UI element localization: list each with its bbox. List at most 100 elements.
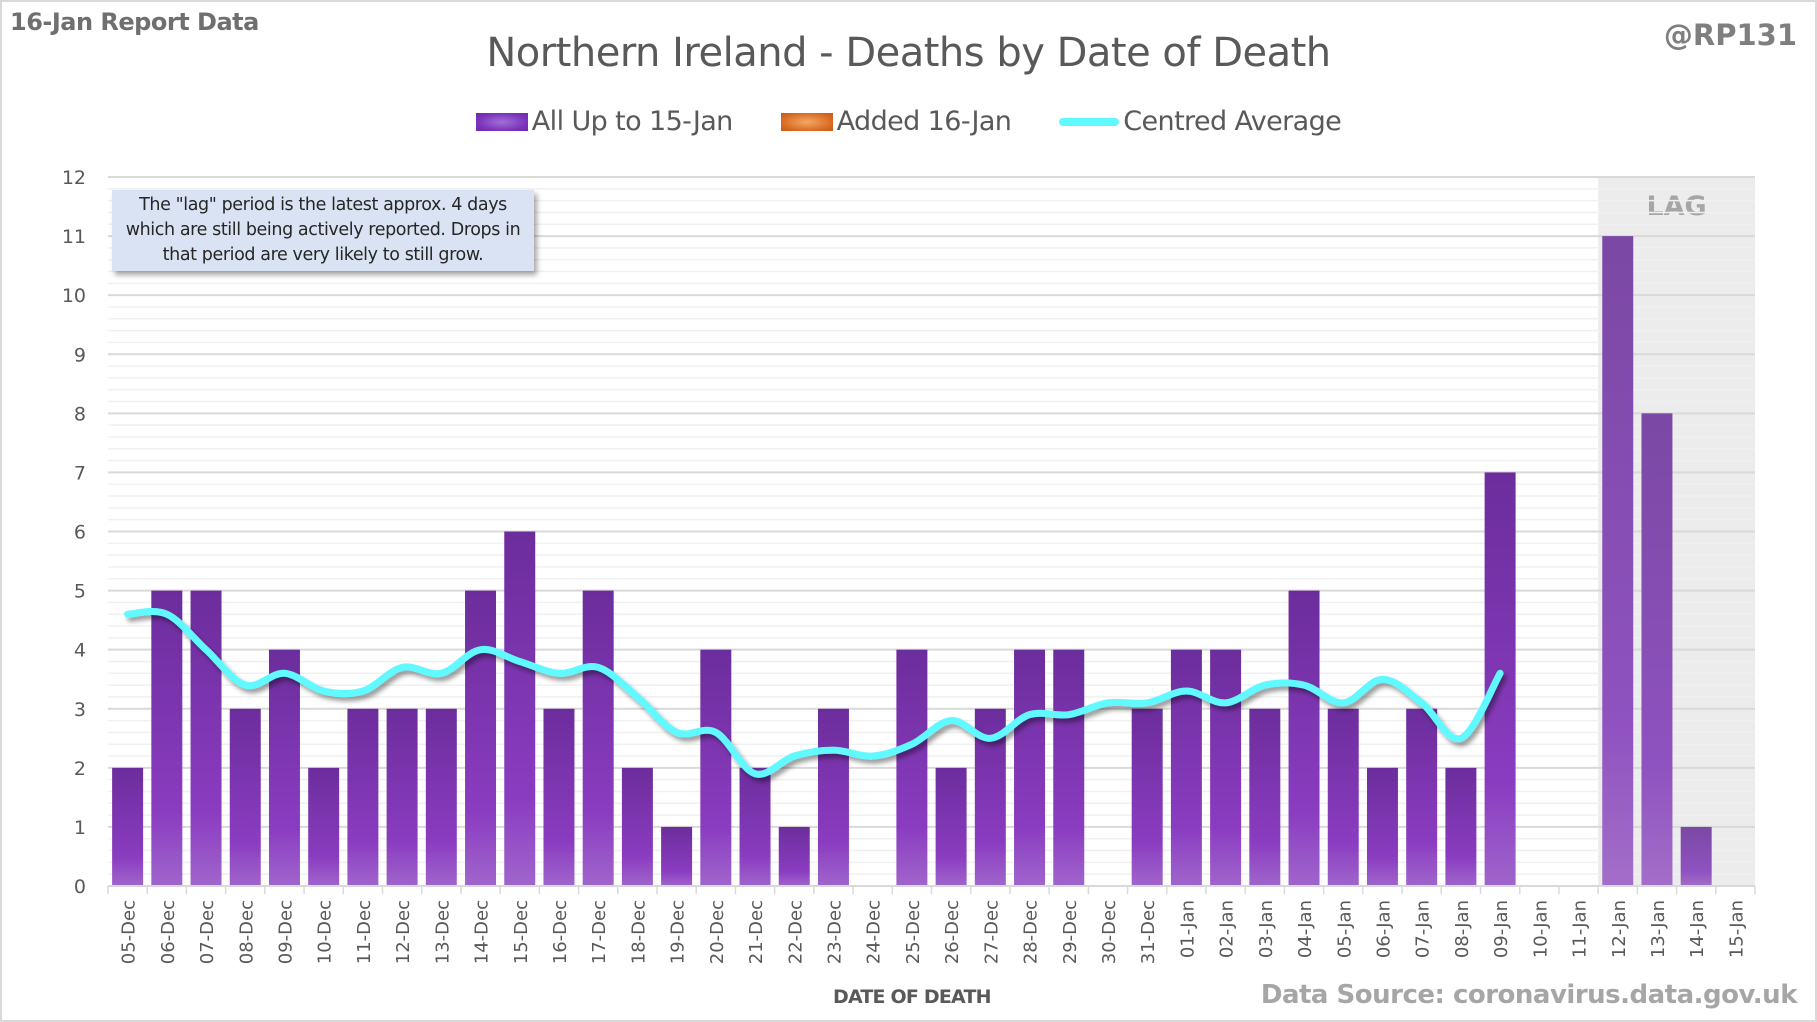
x-tick-label: 04-Jan <box>1295 900 1316 958</box>
x-tick-label: 13-Dec <box>432 900 453 964</box>
x-tick-label: 31-Dec <box>1138 900 1159 964</box>
legend-swatch-purple <box>475 112 528 131</box>
x-tick-label: 14-Dec <box>472 900 493 964</box>
bar-all-up-to <box>268 649 300 886</box>
y-tick-label: 2 <box>74 758 86 780</box>
bar-all-up-to <box>1366 767 1398 886</box>
x-tick-label: 21-Dec <box>746 900 767 964</box>
bar-all-up-to <box>1249 708 1281 886</box>
bar-all-up-to <box>817 708 849 886</box>
legend-label: Centred Average <box>1123 106 1342 137</box>
bar-all-up-to <box>1053 649 1085 886</box>
x-tick-label: 20-Dec <box>707 900 728 964</box>
legend-item-added: Added 16-Jan <box>780 106 1012 137</box>
bar-all-up-to <box>700 649 732 886</box>
bar-all-up-to <box>425 708 457 886</box>
x-tick-label: 12-Dec <box>393 900 414 964</box>
x-tick-label: 07-Dec <box>197 900 218 964</box>
x-tick-label: 26-Dec <box>942 900 963 964</box>
x-tick-label: 06-Jan <box>1373 900 1394 958</box>
bar-all-up-to <box>465 590 497 886</box>
x-axis-title: DATE OF DEATH <box>833 986 992 1008</box>
bar-all-up-to <box>1131 708 1163 886</box>
x-tick-label: 13-Jan <box>1648 900 1669 958</box>
legend-label: Added 16-Jan <box>836 106 1012 137</box>
x-tick-label: 10-Jan <box>1530 900 1551 958</box>
x-tick-label: 15-Dec <box>511 900 532 964</box>
bar-all-up-to <box>739 767 771 886</box>
x-tick-label: 07-Jan <box>1413 900 1434 958</box>
x-tick-label: 18-Dec <box>628 900 649 964</box>
x-tick-label: 11-Jan <box>1570 900 1591 958</box>
legend: All Up to 15-Jan Added 16-Jan Centred Av… <box>0 106 1817 137</box>
y-tick-label: 8 <box>74 403 86 425</box>
x-tick-label: 15-Jan <box>1726 900 1747 958</box>
x-tick-label: 05-Dec <box>119 900 140 964</box>
bar-all-up-to <box>504 531 536 886</box>
y-tick-label: 0 <box>74 876 86 898</box>
x-tick-label: 17-Dec <box>589 900 610 964</box>
y-tick-label: 12 <box>62 167 86 189</box>
lag-label: LAG <box>1646 191 1706 222</box>
legend-swatch-orange <box>780 112 833 131</box>
bar-all-up-to <box>112 767 144 886</box>
x-tick-label: 01-Jan <box>1177 900 1198 958</box>
bar-all-up-to <box>778 826 810 886</box>
bar-all-up-to <box>308 767 340 886</box>
bar-all-up-to <box>1170 649 1202 886</box>
y-tick-label: 5 <box>74 581 86 603</box>
bar-all-up-to <box>1406 708 1438 886</box>
legend-swatch-line <box>1059 117 1120 126</box>
x-tick-label: 02-Jan <box>1217 900 1238 958</box>
author-handle: @RP131 <box>1663 18 1797 52</box>
y-tick-label: 6 <box>74 522 86 544</box>
bar-all-up-to <box>1014 649 1046 886</box>
x-tick-label: 24-Dec <box>864 900 885 964</box>
x-tick-label: 11-Dec <box>354 900 375 964</box>
bar-all-up-to <box>1445 767 1477 886</box>
y-tick-label: 3 <box>74 699 86 721</box>
bar-all-up-to <box>1327 708 1359 886</box>
x-tick-label: 16-Dec <box>550 900 571 964</box>
bar-all-up-to <box>1288 590 1320 886</box>
bar-all-up-to <box>347 708 379 886</box>
x-tick-label: 28-Dec <box>1021 900 1042 964</box>
bar-all-up-to <box>621 767 653 886</box>
y-tick-label: 9 <box>74 344 86 366</box>
bar-all-up-to <box>229 708 261 886</box>
x-tick-label: 29-Dec <box>1060 900 1081 964</box>
x-tick-label: 23-Dec <box>824 900 845 964</box>
x-tick-label: 09-Jan <box>1491 900 1512 958</box>
bar-all-up-to <box>543 708 575 886</box>
y-tick-label: 10 <box>62 285 86 307</box>
report-date-label: 16-Jan Report Data <box>10 8 259 36</box>
centred-average-line <box>124 608 1504 778</box>
x-tick-label: 08-Dec <box>236 900 257 964</box>
bar-all-up-to <box>1602 236 1634 887</box>
legend-item-all-up-to: All Up to 15-Jan <box>475 106 733 137</box>
y-tick-label: 11 <box>62 226 86 248</box>
bar-all-up-to <box>935 767 967 886</box>
x-tick-label: 14-Jan <box>1687 900 1708 958</box>
y-tick-label: 4 <box>74 640 86 662</box>
bar-all-up-to <box>1641 413 1673 886</box>
legend-item-centred-average: Centred Average <box>1059 106 1342 137</box>
x-tick-label: 03-Jan <box>1256 900 1277 958</box>
lag-note-callout: The "lag" period is the latest approx. 4… <box>112 190 534 271</box>
x-tick-label: 27-Dec <box>981 900 1002 964</box>
x-tick-label: 12-Jan <box>1609 900 1630 958</box>
bar-all-up-to <box>386 708 418 886</box>
x-tick-label: 30-Dec <box>1099 900 1120 964</box>
x-tick-label: 10-Dec <box>315 900 336 964</box>
y-tick-label: 1 <box>74 817 86 839</box>
bar-all-up-to <box>896 649 928 886</box>
x-tick-label: 19-Dec <box>668 900 689 964</box>
bar-all-up-to <box>151 590 183 886</box>
x-tick-label: 22-Dec <box>785 900 806 964</box>
bar-all-up-to <box>661 826 693 886</box>
chart-title: Northern Ireland - Deaths by Date of Dea… <box>486 30 1331 76</box>
bar-all-up-to <box>1680 826 1712 886</box>
x-tick-label: 05-Jan <box>1334 900 1355 958</box>
legend-label: All Up to 15-Jan <box>531 106 733 137</box>
